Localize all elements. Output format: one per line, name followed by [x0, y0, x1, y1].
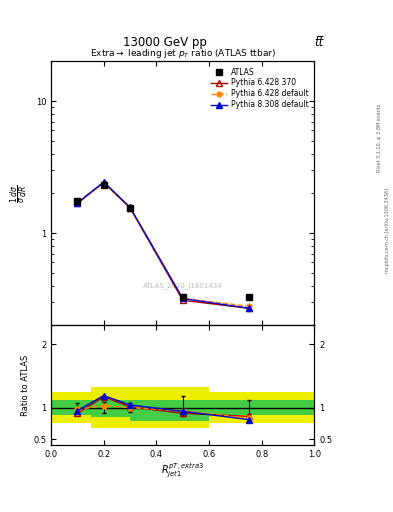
Bar — [209, 400, 314, 415]
Legend: ATLAS, Pythia 6.428 370, Pythia 6.428 default, Pythia 8.308 default: ATLAS, Pythia 6.428 370, Pythia 6.428 de… — [208, 65, 310, 112]
Text: Rivet 3.1.10, ≥ 2.8M events: Rivet 3.1.10, ≥ 2.8M events — [377, 104, 382, 173]
Title: Extra$\rightarrow$ leading jet $p_T$ ratio (ATLAS ttbar): Extra$\rightarrow$ leading jet $p_T$ rat… — [90, 47, 276, 60]
Text: ATLAS_2020_I1801434: ATLAS_2020_I1801434 — [143, 283, 222, 289]
Text: 13000 GeV pp: 13000 GeV pp — [123, 36, 207, 49]
Bar — [51, 400, 90, 415]
Y-axis label: Ratio to ATLAS: Ratio to ATLAS — [21, 355, 30, 416]
Text: mcplots.cern.ch [arXiv:1306.3436]: mcplots.cern.ch [arXiv:1306.3436] — [385, 188, 389, 273]
X-axis label: $R_{jet1}^{pT,extra3}$: $R_{jet1}^{pT,extra3}$ — [161, 462, 204, 480]
Bar — [90, 388, 130, 428]
Text: tt̅: tt̅ — [314, 36, 324, 49]
Bar — [209, 392, 314, 423]
Bar — [130, 400, 209, 421]
Bar — [130, 388, 209, 428]
Y-axis label: $\frac{1}{\sigma}\frac{d\sigma}{dR}$: $\frac{1}{\sigma}\frac{d\sigma}{dR}$ — [9, 184, 30, 203]
Bar — [90, 400, 130, 417]
Bar — [51, 392, 90, 423]
